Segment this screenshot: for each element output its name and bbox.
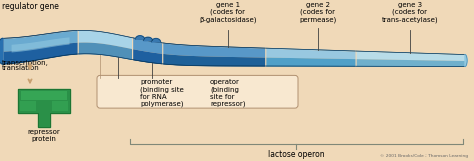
FancyBboxPatch shape [97,75,298,108]
Text: repressor
protein: repressor protein [27,129,60,142]
Text: gene 2
(codes for
permease): gene 2 (codes for permease) [300,2,337,23]
Text: translation: translation [2,66,40,71]
Text: gene 3
(codes for
trans-acetylase): gene 3 (codes for trans-acetylase) [382,2,438,23]
Text: gene 1
(codes for
β-galactosidase): gene 1 (codes for β-galactosidase) [199,2,257,23]
Polygon shape [0,38,3,64]
Text: regulator gene: regulator gene [2,2,59,11]
Text: promoter
(binding site
for RNA
polymerase): promoter (binding site for RNA polymeras… [140,79,184,107]
Polygon shape [152,38,161,42]
Polygon shape [144,37,153,41]
Text: lactose operon: lactose operon [268,150,325,159]
Polygon shape [18,89,70,127]
Text: transcription,: transcription, [2,60,49,66]
Polygon shape [465,55,467,66]
Text: © 2001 Brooks/Cole ; Thomson Learning: © 2001 Brooks/Cole ; Thomson Learning [380,154,468,158]
Text: operator
(binding
site for
repressor): operator (binding site for repressor) [210,79,246,107]
Polygon shape [136,36,145,39]
